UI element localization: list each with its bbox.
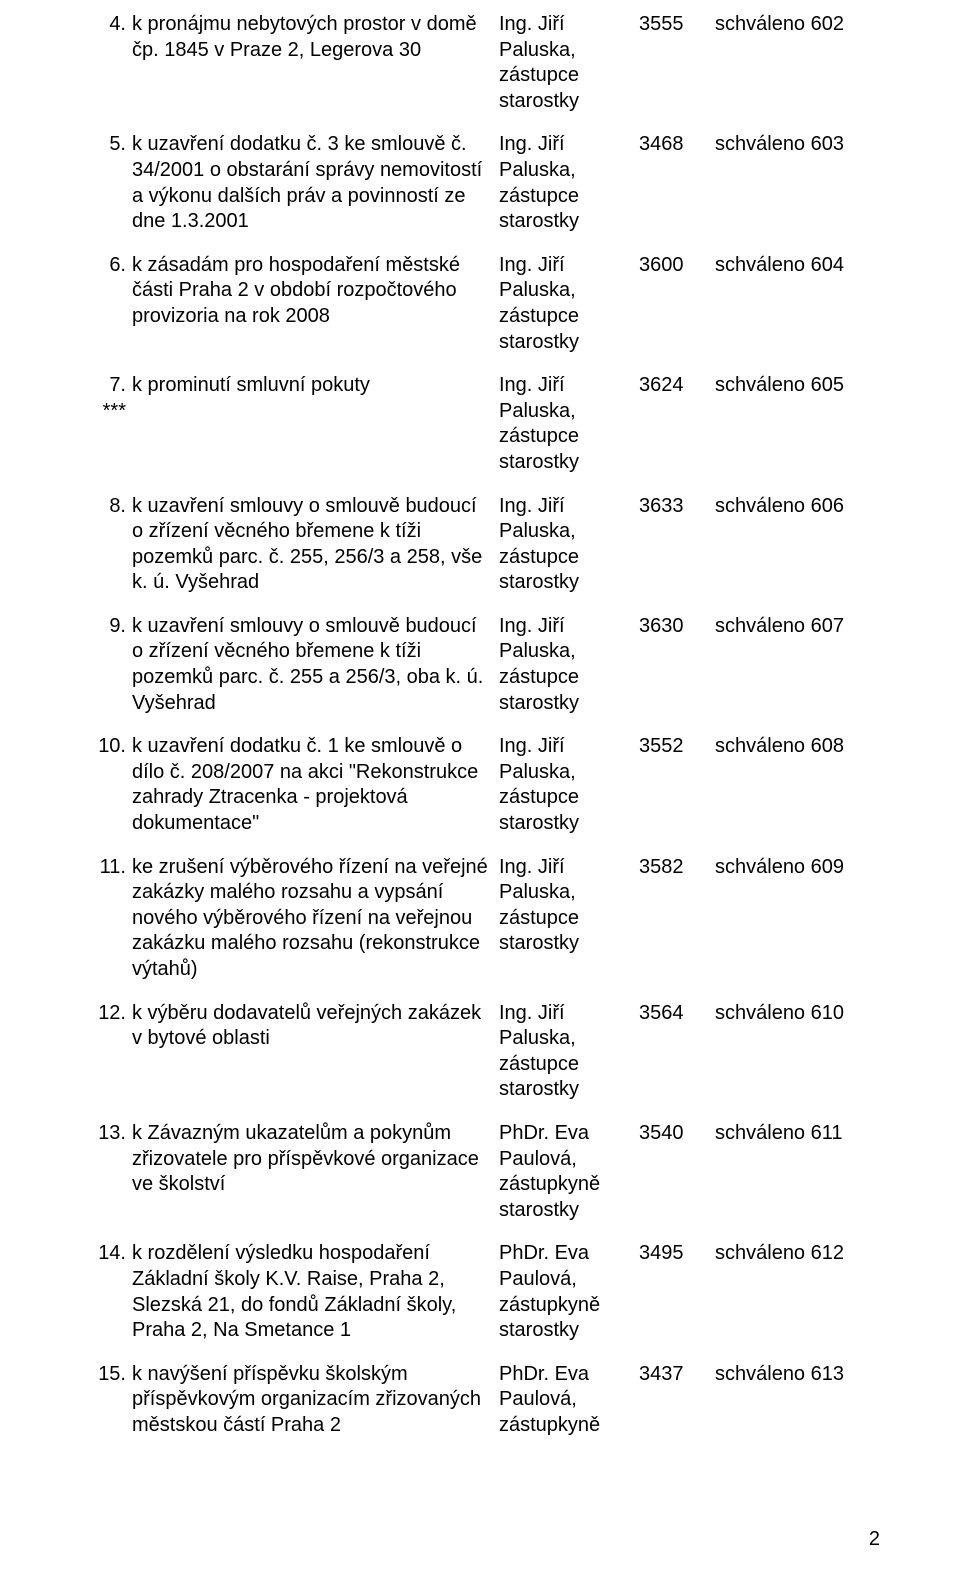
row-number: 4. <box>80 12 132 38</box>
row-code: 3468 <box>639 132 715 158</box>
row-number: 15. <box>80 1362 132 1388</box>
row-code: 3564 <box>639 1001 715 1027</box>
table-row: 13. k Závazným ukazatelům a pokynům zřiz… <box>80 1121 880 1223</box>
table-row: 4. k pronájmu nebytových prostor v domě … <box>80 12 880 114</box>
row-number: 12. <box>80 1001 132 1027</box>
row-status: schváleno 602 <box>715 12 880 38</box>
table-row: 10. k uzavření dodatku č. 1 ke smlouvě o… <box>80 734 880 836</box>
row-presenter: PhDr. Eva Paulová, zástupkyně starostky <box>499 1121 639 1223</box>
row-title: k uzavření dodatku č. 1 ke smlouvě o díl… <box>132 734 499 836</box>
row-status: schváleno 613 <box>715 1362 880 1388</box>
table-row: 6. k zásadám pro hospodaření městské čás… <box>80 253 880 355</box>
row-number: 9. <box>80 614 132 640</box>
row-title: ke zrušení výběrového řízení na veřejné … <box>132 855 499 983</box>
row-number: 10. <box>80 734 132 760</box>
row-presenter: Ing. Jiří Paluska, zástupce starostky <box>499 12 639 114</box>
row-title: k uzavření smlouvy o smlouvě budoucí o z… <box>132 614 499 716</box>
document-page: 4. k pronájmu nebytových prostor v domě … <box>0 0 960 1571</box>
row-status: schváleno 609 <box>715 855 880 881</box>
row-presenter: PhDr. Eva Paulová, zástupkyně <box>499 1362 639 1439</box>
table-row: 5. k uzavření dodatku č. 3 ke smlouvě č.… <box>80 132 880 234</box>
row-code: 3555 <box>639 12 715 38</box>
row-title: k uzavření dodatku č. 3 ke smlouvě č. 34… <box>132 132 499 234</box>
table-row: 15. k navýšení příspěvku školským příspě… <box>80 1362 880 1439</box>
row-code: 3600 <box>639 253 715 279</box>
row-title: k uzavření smlouvy o smlouvě budoucí o z… <box>132 494 499 596</box>
row-number: 7. *** <box>80 373 132 424</box>
row-code: 3582 <box>639 855 715 881</box>
row-title: k prominutí smluvní pokuty <box>132 373 499 399</box>
table-row: 14. k rozdělení výsledku hospodaření Zák… <box>80 1241 880 1343</box>
row-presenter: Ing. Jiří Paluska, zástupce starostky <box>499 734 639 836</box>
table-row: 11. ke zrušení výběrového řízení na veře… <box>80 855 880 983</box>
row-status: schváleno 604 <box>715 253 880 279</box>
row-presenter: Ing. Jiří Paluska, zástupce starostky <box>499 253 639 355</box>
row-title: k navýšení příspěvku školským příspěvkov… <box>132 1362 499 1439</box>
row-code: 3624 <box>639 373 715 399</box>
row-presenter: Ing. Jiří Paluska, zástupce starostky <box>499 132 639 234</box>
row-status: schváleno 607 <box>715 614 880 640</box>
row-title: k rozdělení výsledku hospodaření Základn… <box>132 1241 499 1343</box>
row-presenter: Ing. Jiří Paluska, zástupce starostky <box>499 614 639 716</box>
row-presenter: PhDr. Eva Paulová, zástupkyně starostky <box>499 1241 639 1343</box>
row-status: schváleno 606 <box>715 494 880 520</box>
row-status: schváleno 612 <box>715 1241 880 1267</box>
table-row: 7. *** k prominutí smluvní pokuty Ing. J… <box>80 373 880 475</box>
row-title: k zásadám pro hospodaření městské části … <box>132 253 499 330</box>
row-number: 8. <box>80 494 132 520</box>
row-status: schváleno 605 <box>715 373 880 399</box>
row-code: 3633 <box>639 494 715 520</box>
row-code: 3552 <box>639 734 715 760</box>
table-row: 9. k uzavření smlouvy o smlouvě budoucí … <box>80 614 880 716</box>
row-number: 6. <box>80 253 132 279</box>
row-number: 14. <box>80 1241 132 1267</box>
table-row: 12. k výběru dodavatelů veřejných zakáze… <box>80 1001 880 1103</box>
row-title: k výběru dodavatelů veřejných zakázek v … <box>132 1001 499 1052</box>
row-presenter: Ing. Jiří Paluska, zástupce starostky <box>499 373 639 475</box>
row-status: schváleno 603 <box>715 132 880 158</box>
row-number: 5. <box>80 132 132 158</box>
row-code: 3495 <box>639 1241 715 1267</box>
row-status: schváleno 611 <box>715 1121 880 1147</box>
row-title: k Závazným ukazatelům a pokynům zřizovat… <box>132 1121 499 1198</box>
row-presenter: Ing. Jiří Paluska, zástupce starostky <box>499 494 639 596</box>
table-row: 8. k uzavření smlouvy o smlouvě budoucí … <box>80 494 880 596</box>
row-title: k pronájmu nebytových prostor v domě čp.… <box>132 12 499 63</box>
row-number: 13. <box>80 1121 132 1147</box>
row-presenter: Ing. Jiří Paluska, zástupce starostky <box>499 855 639 957</box>
row-status: schváleno 610 <box>715 1001 880 1027</box>
row-code: 3630 <box>639 614 715 640</box>
row-presenter: Ing. Jiří Paluska, zástupce starostky <box>499 1001 639 1103</box>
page-number: 2 <box>869 1528 880 1551</box>
row-code: 3540 <box>639 1121 715 1147</box>
row-number: 11. <box>80 855 132 881</box>
row-code: 3437 <box>639 1362 715 1388</box>
row-status: schváleno 608 <box>715 734 880 760</box>
